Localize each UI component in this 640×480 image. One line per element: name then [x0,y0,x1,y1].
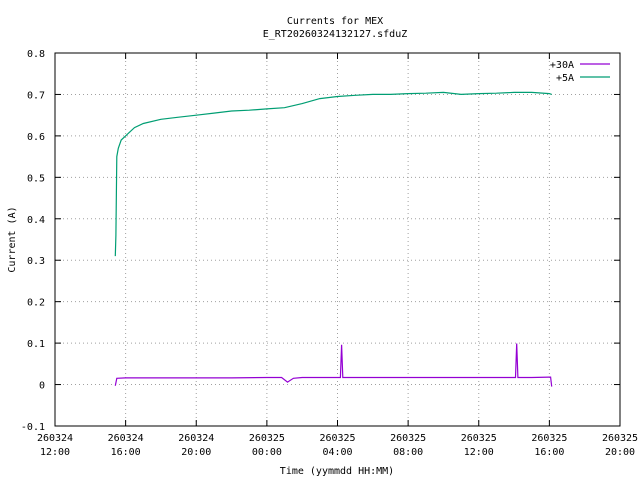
x-tick-label-time: 12:00 [464,447,494,458]
y-tick-label: 0.2 [27,298,45,309]
x-tick-label-date: 260325 [319,433,355,444]
y-tick-label: 0 [39,381,45,392]
y-tick-label: 0.7 [27,90,45,101]
series-line [114,91,552,257]
chart-title: Currents for MEX [287,16,383,27]
y-tick-label: 0.5 [27,173,45,184]
legend-label: +5A [556,73,574,84]
y-tick-label: 0.1 [27,339,45,350]
y-axis-label: Current (A) [7,206,18,272]
chart-subtitle: E_RT20260324132127.sfduZ [263,29,408,40]
x-tick-label-time: 12:00 [40,447,70,458]
x-tick-label-date: 260325 [461,433,497,444]
legend-label: +30A [550,60,574,71]
x-tick-label-date: 260324 [37,433,73,444]
x-axis-label: Time (yymmdd HH:MM) [280,466,394,477]
x-tick-label-date: 260324 [108,433,144,444]
x-tick-label-date: 260325 [602,433,638,444]
y-tick-label: -0.1 [21,422,45,433]
x-tick-label-time: 20:00 [605,447,635,458]
series-line [114,343,553,387]
x-tick-label-time: 00:00 [252,447,282,458]
y-tick-label: 0.8 [27,49,45,60]
y-tick-label: 0.4 [27,215,45,226]
x-tick-label-time: 20:00 [181,447,211,458]
x-tick-label-date: 260324 [178,433,214,444]
y-tick-label: 0.6 [27,132,45,143]
y-tick-label: 0.3 [27,256,45,267]
x-tick-label-date: 260325 [249,433,285,444]
legend: +30A +5A [550,60,610,84]
x-tick-label-time: 16:00 [111,447,141,458]
series-layer [114,91,553,387]
x-tick-label-time: 16:00 [534,447,564,458]
x-tick-label-time: 04:00 [322,447,352,458]
x-tick-label-date: 260325 [390,433,426,444]
x-tick-label-date: 260325 [531,433,567,444]
x-tick-label-time: 08:00 [393,447,423,458]
ticks: 260324 12:00 260324 16:00 260324 20:00 260325 0… [21,49,638,458]
